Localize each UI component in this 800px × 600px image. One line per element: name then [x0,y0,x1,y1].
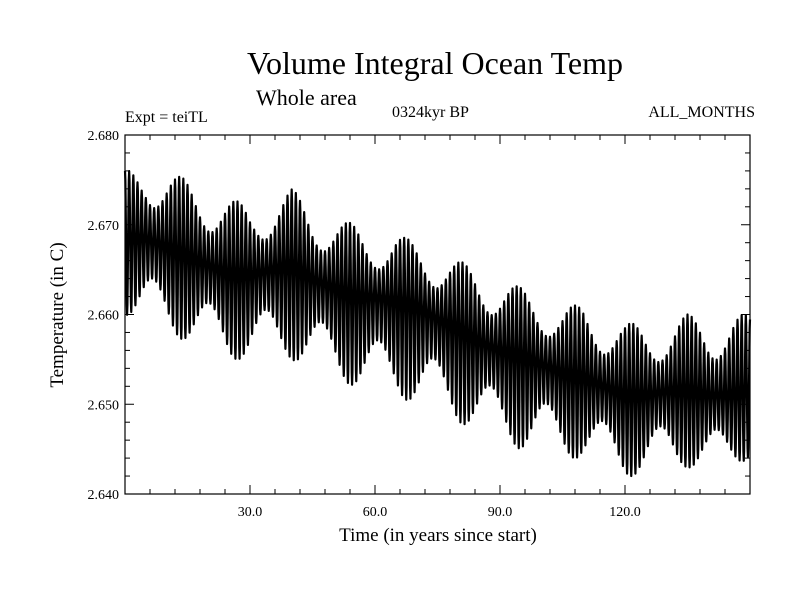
series-line [123,170,752,478]
y-tick-label: 2.650 [88,398,120,413]
x-axis-label: Time (in years since start) [339,525,537,546]
plot-frame [124,134,751,495]
y-tick-label: 2.660 [88,309,120,324]
x-tick-label: 120.0 [609,505,641,520]
x-tick-label: 90.0 [488,505,513,520]
x-tick-label: 30.0 [238,505,263,520]
experiment-label: Expt = teiTL [125,109,208,126]
chart-subtitle: Whole area [256,85,357,110]
series-layer [123,170,752,478]
chart-title: Volume Integral Ocean Temp [246,45,623,81]
period-label: 0324kyr BP [392,104,469,121]
y-tick-label: 2.680 [88,129,120,144]
ticks-layer: 30.0 60.0 90.0 120.0 2.640 2.650 2.660 2.670 2.6… [88,129,750,520]
y-tick-label: 2.640 [88,488,120,503]
x-tick-label: 60.0 [363,505,388,520]
y-tick-label: 2.670 [88,219,120,234]
months-label: ALL_MONTHS [648,104,755,121]
